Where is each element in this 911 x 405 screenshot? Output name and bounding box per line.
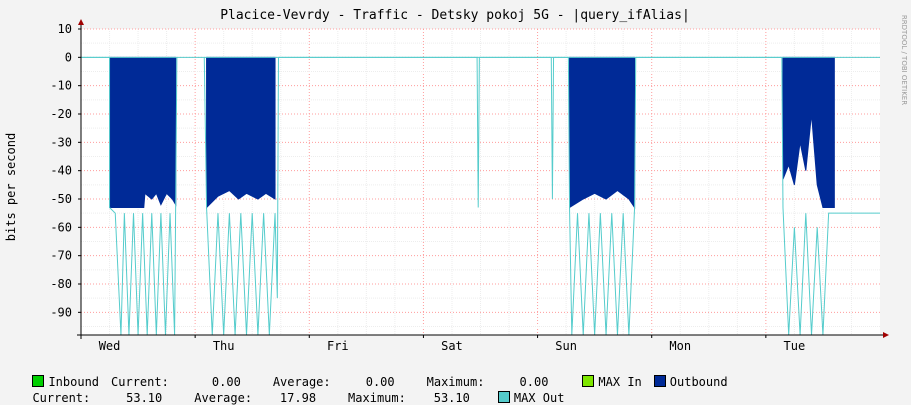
y-tick-label: -10 [50,79,72,93]
outbound-area-1 [206,56,276,209]
max-out-line-3 [635,56,880,336]
y-tick-label: -20 [50,107,72,121]
legend-row-2: Current: 53.10 Average: 17.98 Maximum: 53.10 M… [18,377,576,405]
inbound-label: Inbound [48,375,100,389]
inbound-maximum-label: Maximum: [426,375,485,389]
y-tick-labels: 10 0 -10 -20 -30 -40 -50 -60 -70 -80 -90 [50,22,72,319]
legend-max-in: MAX In [582,375,642,389]
outbound-area-3 [782,56,835,208]
outbound-current: 53.10 [126,391,163,405]
inbound-current: 0.00 [211,375,241,389]
y-tick-label: 0 [65,50,72,64]
x-tick-label-wed: Wed [99,339,121,353]
y-axis-arrow [78,19,84,25]
y-tick-label: -30 [50,135,72,149]
max-out-swatch [497,391,510,403]
axes [77,19,889,339]
inbound-average-label: Average: [272,375,331,389]
y-tick-label: -90 [50,305,72,319]
max-in-label: MAX In [598,375,642,389]
outbound-maximum-label: Maximum: [348,391,406,405]
x-axis-arrow [883,332,889,338]
rrdtool-credit: RRDTOOL / TOBI OETIKER [900,15,908,105]
legend-inbound: Inbound [32,375,99,389]
y-tick-label: -70 [50,249,72,263]
legend-max-out: MAX Out [497,391,565,405]
max-out-line-1 [203,57,279,336]
outbound-maximum: 53.10 [433,391,470,405]
inbound-swatch [32,375,45,387]
inbound-current-label: Current: [111,375,169,389]
x-tick-labels: Wed Thu Fri Sat Sun Mon Tue [99,339,806,353]
outbound-label: Outbound [669,375,728,389]
outbound-current-label: Current: [32,391,91,405]
y-tick-label: -80 [50,277,72,291]
y-tick-label: -50 [50,192,72,206]
y-tick-label: -60 [50,220,72,234]
x-tick-label-thu: Thu [213,339,235,353]
y-tick-label: -40 [50,164,72,178]
y-axis-label: bits per second [4,133,18,241]
max-out-label: MAX Out [513,391,565,405]
inbound-maximum: 0.00 [519,375,549,389]
outbound-area-2 [569,56,636,210]
chart-title: Placice-Vevrdy - Traffic - Detsky pokoj … [220,8,690,23]
inbound-average: 0.00 [365,375,395,389]
series-layer [81,56,880,336]
max-out-line-0 [81,56,178,336]
x-tick-label-sat: Sat [441,339,463,353]
x-tick-label-fri: Fri [327,339,349,353]
outbound-average: 17.98 [279,391,317,405]
outbound-area-0 [109,56,177,208]
y-tick-label: 10 [58,22,72,36]
max-in-swatch [582,375,595,387]
legend-row-1: Inbound Current: 0.00 Average: 0.00 Maximum: 0… [18,361,740,389]
x-tick-label-tue: Tue [784,339,806,353]
x-tick-label-sun: Sun [555,339,577,353]
legend-outbound: Outbound [653,375,728,389]
outbound-average-label: Average: [194,391,253,405]
outbound-swatch [653,375,666,387]
x-tick-label-mon: Mon [669,339,691,353]
